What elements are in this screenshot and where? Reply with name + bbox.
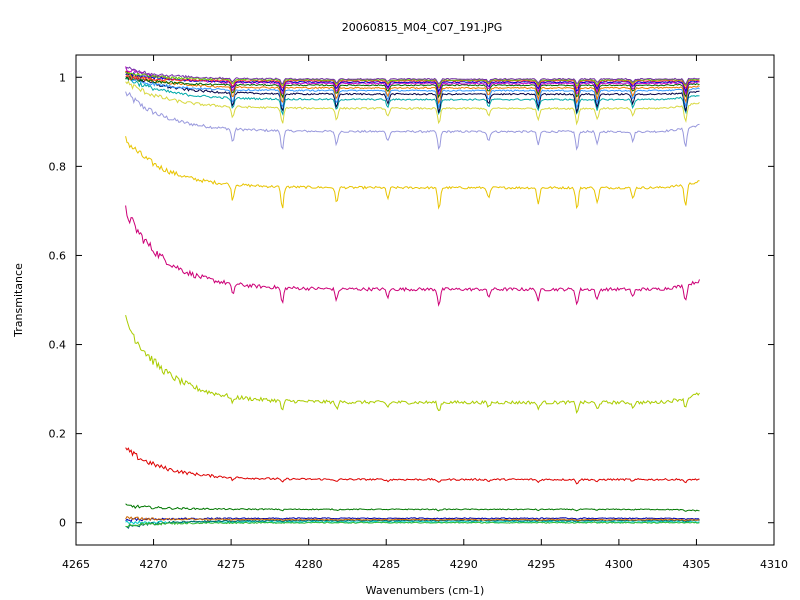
series-line-9 [125,76,700,110]
x-tick-label: 4295 [527,558,555,571]
x-tick-label: 4300 [605,558,633,571]
series-line-20 [125,521,700,528]
series-line-21 [125,515,700,522]
series-line-19 [125,519,700,530]
series-line-7 [125,76,700,116]
x-tick-label: 4290 [450,558,478,571]
x-tick-label: 4280 [295,558,323,571]
series-line-3 [125,314,700,414]
series-line-8 [125,69,700,114]
series-line-10 [125,70,700,105]
y-tick-label: 1 [59,71,66,84]
y-axis-label: Transmitance [12,263,25,338]
x-tick-label: 4275 [217,558,245,571]
x-axis-label: Wavenumbers (cm-1) [366,584,485,597]
y-tick-label: 0 [59,517,66,530]
chart-title: 20060815_M04_C07_191.JPG [342,21,503,34]
series-layer [125,66,700,530]
series-line-0 [125,91,700,151]
series-line-16 [125,66,700,86]
plot-frame [75,54,775,546]
axes: 4265 4270 4275 4280 4285 4290 4295 4300 4305 4310… [49,54,788,571]
y-tick-label: 0.2 [49,428,67,441]
series-line-2 [125,205,700,307]
series-line-5 [125,503,700,512]
series-line-11 [125,74,700,99]
y-tick-label: 0.6 [49,249,67,262]
series-line-13 [125,71,700,93]
series-line-12 [125,66,700,96]
x-tick-label: 4305 [682,558,710,571]
x-tick-label: 4265 [62,558,90,571]
series-line-6 [125,80,700,126]
x-tick-label: 4285 [372,558,400,571]
y-tick-label: 0.8 [49,160,67,173]
series-line-1 [125,136,700,210]
x-tick-label: 4310 [760,558,788,571]
y-tick-label: 0.4 [49,339,67,352]
series-line-4 [125,447,700,485]
x-tick-label: 4270 [140,558,168,571]
